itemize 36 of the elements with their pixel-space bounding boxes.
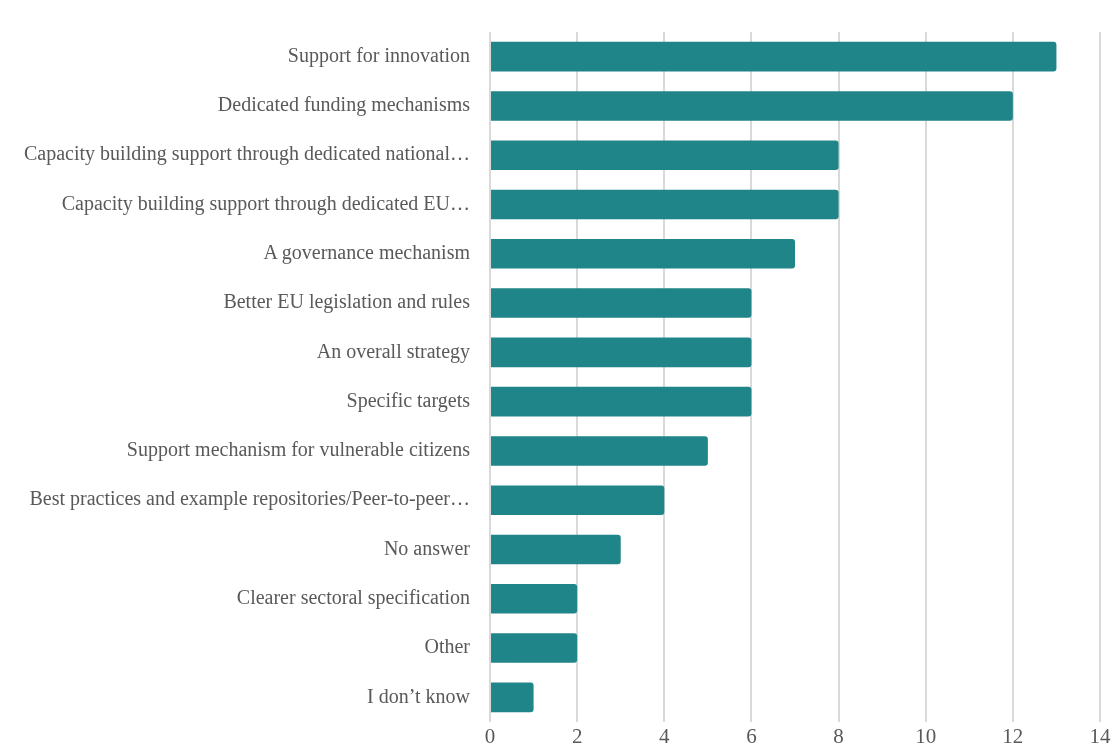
bar [491, 140, 839, 170]
bar [491, 239, 796, 269]
bar [491, 584, 578, 614]
bar [491, 436, 708, 466]
y-tick-label: Other [424, 635, 471, 658]
y-tick-label: No answer [383, 536, 471, 559]
y-tick-label: A governance mechanism [263, 241, 471, 265]
y-tick-label: Support mechanism for vulnerable citizens [126, 438, 471, 462]
bar [491, 288, 752, 318]
y-tick-label: An overall strategy [316, 339, 471, 363]
bar [491, 91, 1013, 121]
y-tick-label: Capacity building support through dedicated national… [24, 142, 471, 166]
y-tick-label: Specific targets [346, 388, 471, 412]
x-tick-label: 2 [571, 724, 583, 749]
y-tick-label: Clearer sectoral specification [236, 586, 471, 610]
y-tick-label: Dedicated funding mechanisms [217, 93, 471, 117]
x-tick-label: 4 [659, 724, 671, 749]
bar [491, 189, 839, 220]
x-tick-label: 8 [833, 724, 844, 749]
x-tick-label: 6 [746, 724, 757, 749]
x-tick-label: 12 [1002, 724, 1024, 749]
y-tick-label: Best practices and example repositories/Peer-to-peer… [29, 487, 471, 511]
bar [491, 633, 578, 663]
x-tick-label: 0 [484, 724, 496, 749]
bar [491, 41, 1057, 72]
x-tick-label: 14 [1089, 724, 1111, 749]
y-tick-label: Capacity building support through dedicated EU… [61, 191, 471, 215]
bar [491, 485, 665, 515]
bar [491, 386, 752, 417]
y-tick-label: Better EU legislation and rules [223, 290, 471, 314]
x-tick-label: 10 [915, 724, 937, 749]
bar [491, 682, 534, 713]
y-tick-label: Support for innovation [287, 43, 471, 67]
y-tick-label: I don’t know [367, 684, 471, 707]
bar [491, 534, 621, 565]
bar [491, 337, 752, 368]
